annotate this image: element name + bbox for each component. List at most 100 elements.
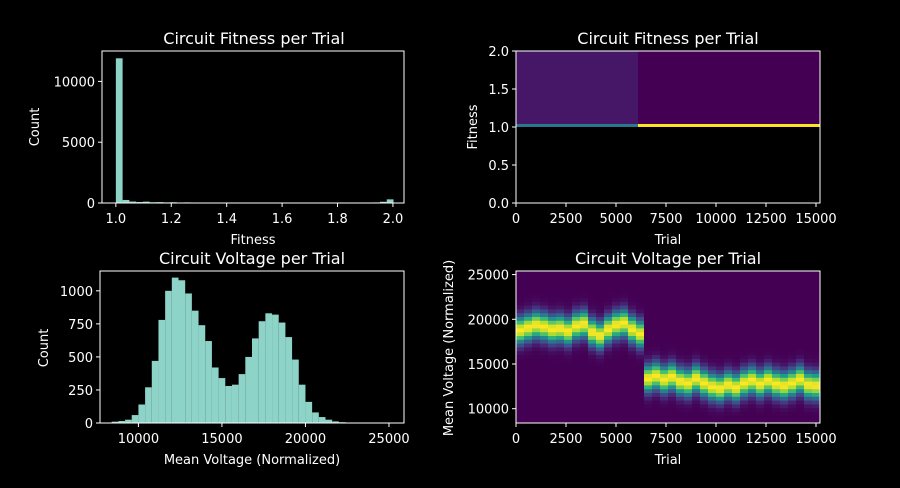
heatmap-cell [652,282,661,287]
heatmap-cell [564,385,573,390]
heatmap-cell [668,274,677,279]
heatmap-cell [724,377,733,382]
heatmap-cell [668,373,677,378]
heatmap-cell [628,335,637,340]
heatmap-cell [620,331,629,336]
x-tick-label: 2500 [549,212,582,227]
heatmap-cell [780,369,789,374]
heatmap-cell [580,278,589,283]
heatmap-cell [676,396,685,401]
heatmap-cell [684,388,693,393]
heatmap-cell [724,366,733,371]
heatmap-cell [572,297,581,302]
heatmap-cell [668,328,677,333]
heatmap-cell [644,362,653,367]
y-tick-label: 1.0 [488,121,509,136]
heatmap-cell [780,293,789,298]
heatmap-cell [788,312,797,317]
heatmap-cell [628,400,637,405]
heatmap-cell [572,404,581,409]
heatmap-cell [748,309,757,314]
heatmap-cell [540,415,549,420]
heatmap-cell [732,392,741,397]
heatmap-cell [772,369,781,374]
heatmap-cell [756,331,765,336]
heatmap-cell [540,411,549,416]
heatmap-cell [540,339,549,344]
heatmap-cell [676,331,685,336]
heatmap-cell [692,293,701,298]
heatmap-cell [740,316,749,321]
heatmap-cell [596,309,605,314]
heatmap-cell [660,278,669,283]
heatmap-cell [612,411,621,416]
heatmap-cell [660,385,669,390]
heatmap-cell [812,274,821,279]
heatmap-cell [516,392,525,397]
heatmap-cell [644,419,653,424]
heatmap-cell [652,328,661,333]
heatmap-cell [524,312,533,317]
heatmap-cell [540,381,549,386]
heatmap-cell [580,331,589,336]
heatmap-cell [652,343,661,348]
heatmap-cell [708,343,717,348]
heatmap-cell [580,347,589,352]
heatmap-cell [780,274,789,279]
heatmap-cell [700,388,709,393]
heatmap-cell [684,278,693,283]
heatmap-cell [532,305,541,310]
heatmap-cell [516,297,525,302]
heatmap-cell [700,271,709,276]
heatmap-cell [596,373,605,378]
heatmap-cell [796,369,805,374]
histogram-bar [145,387,152,423]
heatmap-cell [796,320,805,325]
heatmap-cell [548,373,557,378]
heatmap-cell [788,339,797,344]
heatmap-cell [812,278,821,283]
heatmap-cell [580,415,589,420]
heatmap-cell [564,274,573,279]
heatmap-cell [636,331,645,336]
heatmap-cell [596,339,605,344]
heatmap-cell [548,350,557,355]
heatmap-cell [588,328,597,333]
heatmap-cell [604,362,613,367]
heatmap-cell [556,320,565,325]
heatmap-cell [652,377,661,382]
heatmap-cell [660,373,669,378]
heatmap-cell [612,278,621,283]
heatmap-cell [788,377,797,382]
heatmap-cell [772,381,781,386]
heatmap-cell [668,331,677,336]
heatmap-cell [772,404,781,409]
voltage-histogram-bars [111,277,346,423]
heatmap-cell [812,369,821,374]
heatmap-cell [516,339,525,344]
heatmap-cell [628,354,637,359]
heatmap-cell [628,373,637,378]
heatmap-cell [524,324,533,329]
heatmap-cell [740,312,749,317]
x-tick-label: 15000 [201,432,242,447]
heatmap-cell [724,274,733,279]
heatmap-cell [596,305,605,310]
heatmap-cell [596,331,605,336]
voltage-heatmap-y-label: Mean Voltage (Normalized) [442,260,457,436]
heatmap-cell [724,388,733,393]
heatmap-cell [740,362,749,367]
heatmap-cell [516,324,525,329]
heatmap-cell [692,347,701,352]
heatmap-cell [532,335,541,340]
heatmap-cell [772,328,781,333]
heatmap-cell [772,415,781,420]
heatmap-cell [812,312,821,317]
heatmap-cell [788,316,797,321]
histogram-bar [151,360,159,423]
heatmap-cell [652,293,661,298]
heatmap-cell [596,411,605,416]
heatmap-cell [764,407,773,412]
heatmap-cell [716,350,725,355]
heatmap-cell [612,366,621,371]
